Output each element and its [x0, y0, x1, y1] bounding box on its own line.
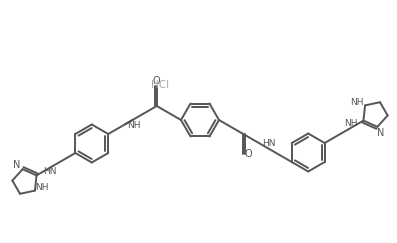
Text: HN: HN — [43, 167, 57, 176]
Text: N: N — [13, 160, 20, 170]
Text: NH: NH — [350, 98, 364, 107]
Text: HN: HN — [262, 139, 275, 148]
Text: O: O — [245, 149, 252, 159]
Text: HCl: HCl — [151, 80, 169, 90]
Text: NH: NH — [127, 121, 140, 130]
Text: O: O — [153, 76, 160, 87]
Text: N: N — [377, 128, 384, 138]
Text: NH: NH — [344, 120, 358, 129]
Text: NH: NH — [35, 183, 49, 192]
